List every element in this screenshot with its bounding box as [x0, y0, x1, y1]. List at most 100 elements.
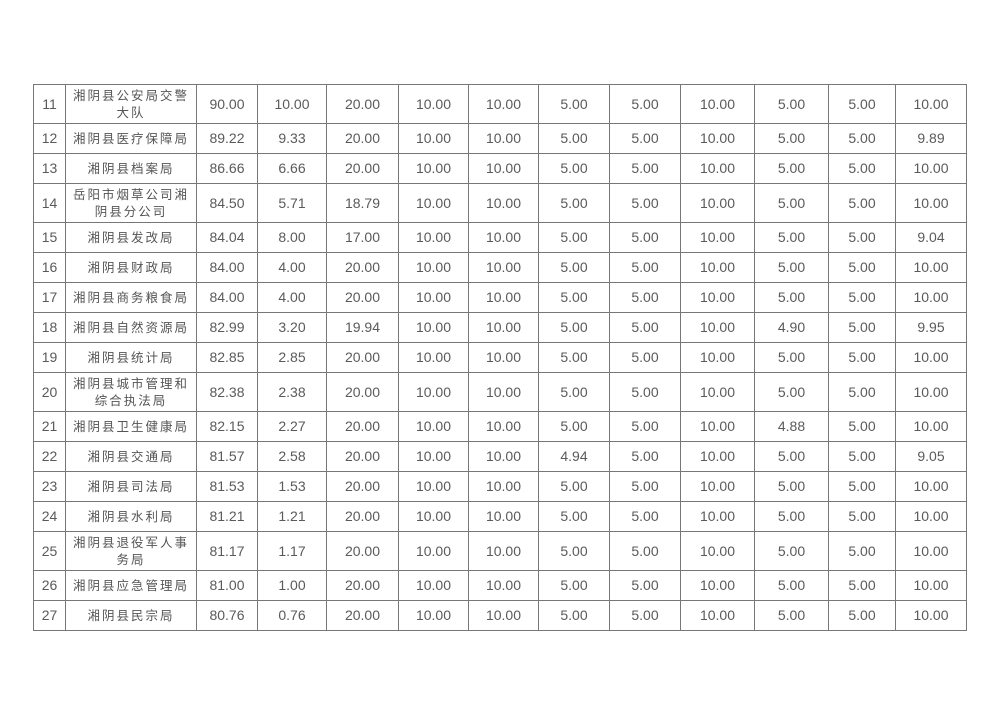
score-cell: 5.00 [609, 531, 681, 571]
score-cell: 2.58 [257, 441, 327, 472]
score-cell: 10.00 [468, 570, 539, 601]
row-number: 19 [33, 342, 66, 373]
score-cell: 5.00 [538, 123, 610, 154]
total-score: 82.85 [196, 342, 258, 373]
score-cell: 5.00 [609, 411, 681, 442]
row-number: 17 [33, 282, 66, 313]
unit-name: 岳阳市烟草公司湘阴县分公司 [65, 183, 197, 223]
score-cell: 10.00 [468, 600, 539, 631]
row-number: 23 [33, 471, 66, 502]
table-body: 11 湘阴县公安局交警大队 90.00 10.00 20.00 10.00 10.00 5.0… [33, 84, 967, 631]
score-cell: 5.00 [828, 222, 896, 253]
score-cell: 10.00 [895, 183, 967, 223]
score-cell: 10.00 [468, 342, 539, 373]
score-cell: 1.17 [257, 531, 327, 571]
score-cell: 5.00 [754, 183, 829, 223]
score-cell: 9.04 [895, 222, 967, 253]
row-number: 27 [33, 600, 66, 631]
score-cell: 10.00 [680, 531, 755, 571]
unit-name: 湘阴县卫生健康局 [65, 411, 197, 442]
score-cell: 10.00 [680, 123, 755, 154]
row-number: 22 [33, 441, 66, 472]
score-cell: 9.33 [257, 123, 327, 154]
score-cell: 10.00 [257, 84, 327, 124]
row-number: 14 [33, 183, 66, 223]
score-cell: 10.00 [468, 222, 539, 253]
unit-name: 湘阴县退役军人事务局 [65, 531, 197, 571]
score-cell: 10.00 [398, 570, 469, 601]
score-cell: 5.00 [609, 471, 681, 502]
score-cell: 5.00 [828, 183, 896, 223]
row-number: 13 [33, 153, 66, 184]
score-cell: 1.53 [257, 471, 327, 502]
total-score: 84.00 [196, 252, 258, 283]
score-cell: 10.00 [680, 282, 755, 313]
score-cell: 5.00 [609, 84, 681, 124]
score-cell: 1.21 [257, 501, 327, 532]
row-number: 21 [33, 411, 66, 442]
score-cell: 10.00 [680, 441, 755, 472]
total-score: 82.99 [196, 312, 258, 343]
table-row: 14 岳阳市烟草公司湘阴县分公司 84.50 5.71 18.79 10.00 10.00 5… [33, 183, 967, 223]
table-row: 25 湘阴县退役军人事务局 81.17 1.17 20.00 10.00 10.00 5.00… [33, 531, 967, 571]
total-score: 81.00 [196, 570, 258, 601]
score-cell: 20.00 [326, 252, 399, 283]
score-cell: 10.00 [468, 411, 539, 442]
total-score: 81.53 [196, 471, 258, 502]
score-cell: 5.00 [609, 600, 681, 631]
score-cell: 10.00 [398, 183, 469, 223]
score-cell: 20.00 [326, 153, 399, 184]
score-cell: 10.00 [468, 282, 539, 313]
score-cell: 5.00 [609, 123, 681, 154]
score-cell: 10.00 [680, 312, 755, 343]
total-score: 89.22 [196, 123, 258, 154]
score-cell: 20.00 [326, 342, 399, 373]
score-cell: 5.00 [754, 570, 829, 601]
score-cell: 5.00 [828, 471, 896, 502]
table-row: 21 湘阴县卫生健康局 82.15 2.27 20.00 10.00 10.00 5.00 5.… [33, 411, 967, 442]
score-cell: 2.27 [257, 411, 327, 442]
score-cell: 10.00 [398, 153, 469, 184]
score-cell: 10.00 [398, 441, 469, 472]
score-cell: 10.00 [468, 501, 539, 532]
score-cell: 5.00 [538, 222, 610, 253]
score-cell: 19.94 [326, 312, 399, 343]
unit-name: 湘阴县发改局 [65, 222, 197, 253]
unit-name: 湘阴县财政局 [65, 252, 197, 283]
score-cell: 10.00 [680, 570, 755, 601]
score-cell: 5.00 [609, 252, 681, 283]
score-cell: 5.00 [754, 531, 829, 571]
unit-name: 湘阴县水利局 [65, 501, 197, 532]
score-cell: 4.88 [754, 411, 829, 442]
score-cell: 5.00 [754, 123, 829, 154]
unit-name: 湘阴县司法局 [65, 471, 197, 502]
total-score: 90.00 [196, 84, 258, 124]
score-cell: 5.00 [609, 153, 681, 184]
score-cell: 5.00 [609, 183, 681, 223]
score-cell: 2.38 [257, 372, 327, 412]
score-cell: 5.00 [754, 153, 829, 184]
table-row: 12 湘阴县医疗保障局 89.22 9.33 20.00 10.00 10.00 5.00 5.… [33, 123, 967, 154]
score-cell: 10.00 [398, 411, 469, 442]
unit-name: 湘阴县应急管理局 [65, 570, 197, 601]
score-cell: 10.00 [895, 153, 967, 184]
score-cell: 5.00 [609, 222, 681, 253]
score-cell: 5.00 [828, 531, 896, 571]
score-cell: 20.00 [326, 531, 399, 571]
score-cell: 20.00 [326, 570, 399, 601]
score-cell: 10.00 [680, 501, 755, 532]
score-cell: 5.00 [828, 411, 896, 442]
score-cell: 10.00 [398, 531, 469, 571]
score-cell: 10.00 [398, 600, 469, 631]
score-cell: 5.00 [828, 342, 896, 373]
score-cell: 9.89 [895, 123, 967, 154]
score-cell: 5.00 [538, 183, 610, 223]
score-cell: 10.00 [895, 531, 967, 571]
score-cell: 10.00 [680, 252, 755, 283]
score-cell: 5.00 [538, 312, 610, 343]
score-cell: 10.00 [680, 153, 755, 184]
score-cell: 5.00 [828, 600, 896, 631]
score-cell: 10.00 [680, 600, 755, 631]
score-cell: 10.00 [895, 252, 967, 283]
score-cell: 5.00 [538, 252, 610, 283]
